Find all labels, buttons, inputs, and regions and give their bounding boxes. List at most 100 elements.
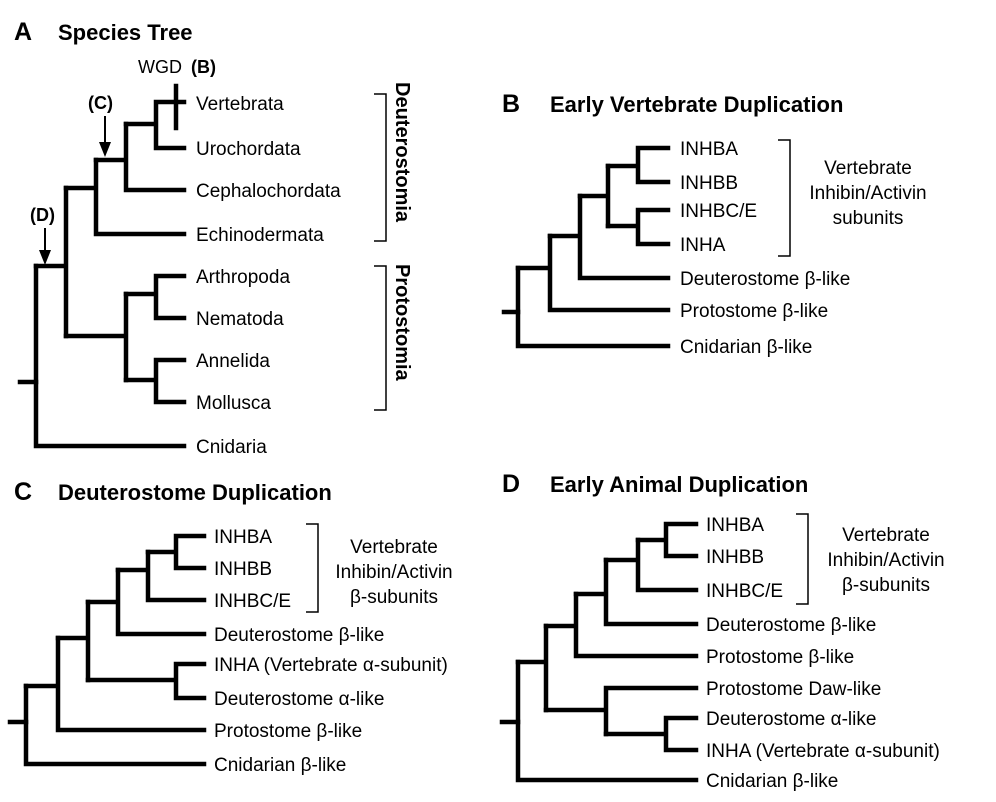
d-deuterostome-beta-branch	[573, 557, 699, 627]
b-inhbce-inha-branch	[605, 207, 671, 247]
d-group-label-line: Vertebrate	[842, 525, 930, 546]
panel-a-letter: A	[14, 18, 32, 46]
panel-d-letter: D	[502, 470, 520, 498]
a-marker-d: (D)	[30, 205, 55, 265]
a-taxon-label: Annelida	[196, 351, 270, 372]
c-taxon-label: Cnidarian β-like	[214, 755, 346, 776]
b-taxon-label: INHA	[680, 235, 726, 256]
c-taxon-label: INHA (Vertebrate α-subunit)	[214, 655, 448, 676]
d-alpha-branch	[543, 685, 699, 737]
d-taxon-label: INHBB	[706, 547, 764, 568]
panel-c: C Deuterostome Duplication INHBA INHBB I…	[7, 478, 453, 776]
d-group-label-line: Inhibin/Activin	[827, 550, 944, 571]
panel-b-title: Early Vertebrate Duplication	[550, 92, 843, 117]
panel-b-letter: B	[502, 90, 520, 118]
d-taxon-label: INHA (Vertebrate α-subunit)	[706, 741, 940, 762]
d-inhb-ab-branch	[635, 521, 699, 559]
b-group-label-line: Inhibin/Activin	[809, 183, 926, 204]
d-group-bracket	[796, 513, 809, 605]
d-group-label-line: β-subunits	[842, 575, 930, 596]
d-beta-branch	[543, 591, 699, 659]
a-deuterostomia-label: Deuterostomia	[391, 82, 413, 223]
b-vertebrate-branch	[577, 163, 611, 229]
a-wgd-text: WGD	[138, 57, 182, 77]
a-deuterostomia-bracket	[374, 93, 387, 242]
d-vertebrate-beta-branch	[603, 537, 699, 593]
a-marker-d-head	[39, 250, 51, 265]
d-taxon-label: INHBA	[706, 515, 764, 536]
d-root-branch	[515, 659, 699, 783]
d-deuterostome-alpha-branch	[603, 715, 699, 753]
c-taxon-label: Deuterostome α-like	[214, 689, 384, 710]
c-inhb-ab-branch	[145, 533, 207, 571]
b-inhb-ab-branch	[605, 145, 671, 185]
a-wgd-label: WGD (B)	[138, 57, 216, 77]
b-deuterostome-branch	[547, 193, 671, 281]
c-vertebrate-beta-branch	[115, 549, 207, 603]
a-deuterostome-branch	[63, 157, 187, 237]
a-taxon-label: Cephalochordata	[196, 181, 341, 202]
c-taxon-label: INHBC/E	[214, 591, 291, 612]
b-group-label-line: Vertebrate	[824, 158, 912, 179]
d-taxon-label: Cnidarian β-like	[706, 771, 838, 792]
a-taxon-label: Vertebrata	[196, 94, 284, 115]
d-taxon-label: Protostome Daw-like	[706, 679, 881, 700]
d-taxon-label: Protostome β-like	[706, 647, 854, 668]
c-taxon-label: INHBB	[214, 559, 272, 580]
c-taxon-label: INHBA	[214, 527, 272, 548]
d-taxon-label: Deuterostome α-like	[706, 709, 876, 730]
panel-c-tree	[7, 533, 207, 767]
c-beta-branch	[85, 567, 207, 637]
b-group-label: Vertebrate Inhibin/Activin subunits	[809, 158, 926, 229]
panel-c-letter: C	[14, 478, 32, 506]
c-root-branch	[23, 683, 207, 767]
c-group-label-line: Vertebrate	[350, 537, 438, 558]
a-taxon-label: Echinodermata	[196, 225, 324, 246]
a-ecdysozoa-branch	[123, 273, 187, 321]
d-bilateria-branch	[515, 623, 549, 713]
a-root-branch	[33, 263, 187, 449]
d-taxon-label: INHBC/E	[706, 581, 783, 602]
a-marker-d-label: (D)	[30, 205, 55, 225]
b-taxon-label: INHBA	[680, 139, 738, 160]
panel-d: D Early Animal Duplication INHBA INHBB I…	[499, 470, 945, 792]
b-taxon-label: Deuterostome β-like	[680, 269, 850, 290]
panel-a-tree	[17, 83, 187, 449]
a-protostome-branch	[63, 291, 129, 383]
d-taxon-label: Deuterostome β-like	[706, 615, 876, 636]
panel-c-labels: INHBA INHBB INHBC/E Deuterostome β-like …	[214, 527, 448, 776]
panel-c-title: Deuterostome Duplication	[58, 480, 332, 505]
a-olfactores-branch	[123, 99, 187, 151]
c-group-label-line: Inhibin/Activin	[335, 562, 452, 583]
a-taxon-label: Mollusca	[196, 393, 271, 414]
panel-d-labels: INHBA INHBB INHBC/E Deuterostome β-like …	[706, 515, 940, 792]
c-taxon-label: Deuterostome β-like	[214, 625, 384, 646]
a-protostomia-bracket	[374, 265, 387, 411]
c-bilateria-branch	[23, 635, 207, 733]
a-bilateria-branch	[33, 185, 69, 339]
c-group-label-line: β-subunits	[350, 587, 438, 608]
panel-a-labels: Vertebrata Urochordata Cephalochordata E…	[196, 94, 341, 458]
panel-d-tree	[499, 521, 699, 783]
a-chordate-branch	[93, 121, 187, 193]
b-bilateria-branch	[515, 233, 671, 313]
a-marker-c-head	[99, 142, 111, 157]
panel-b-labels: INHBA INHBB INHBC/E INHA Deuterostome β-…	[680, 139, 850, 358]
a-protostomia-label: Protostomia	[391, 264, 413, 382]
panel-b-tree	[501, 145, 671, 349]
a-taxon-label: Cnidaria	[196, 437, 267, 458]
b-group-label-line: subunits	[833, 208, 904, 229]
panel-a: A Species Tree (C)	[14, 18, 413, 458]
a-wgd-ref: (B)	[191, 57, 216, 77]
panel-a-title: Species Tree	[58, 20, 193, 45]
a-taxon-label: Urochordata	[196, 139, 301, 160]
b-taxon-label: INHBB	[680, 173, 738, 194]
b-group-bracket	[778, 139, 791, 257]
a-marker-c: (C)	[88, 93, 113, 157]
d-group-label: Vertebrate Inhibin/Activin β-subunits	[827, 525, 944, 596]
panel-b: B Early Vertebrate Duplication INHBA INH…	[501, 90, 927, 358]
b-taxon-label: Protostome β-like	[680, 301, 828, 322]
a-marker-c-label: (C)	[88, 93, 113, 113]
b-taxon-label: INHBC/E	[680, 201, 757, 222]
c-deuterostome-branch	[55, 599, 91, 683]
